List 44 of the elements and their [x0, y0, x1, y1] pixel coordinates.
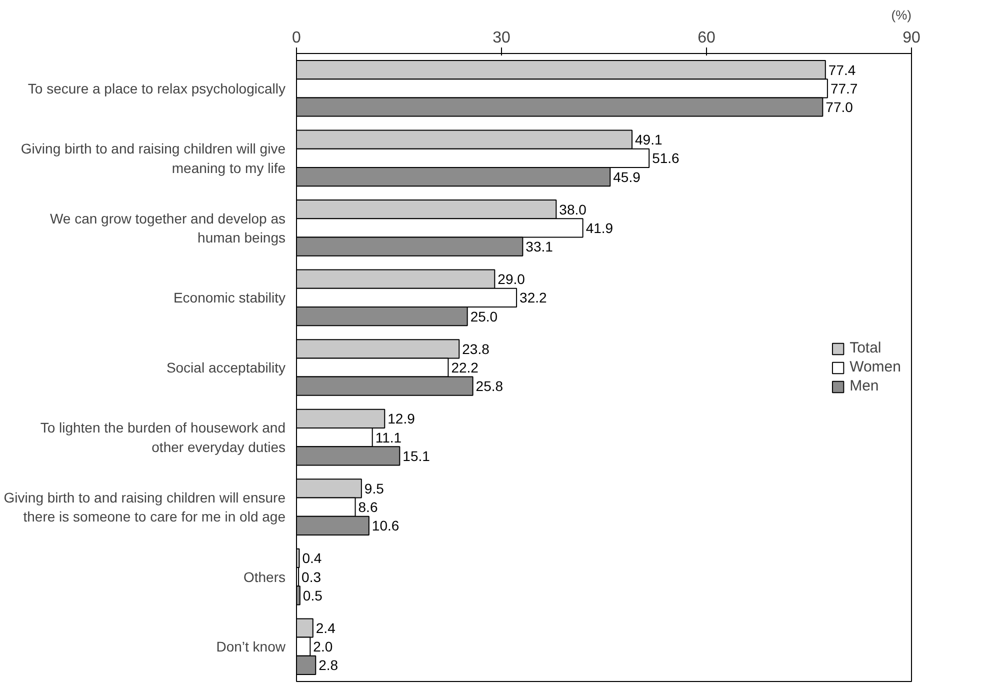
x-axis-title: (%) [891, 8, 912, 22]
x-tick-label: 60 [698, 30, 716, 46]
data-label: 8.6 [358, 499, 378, 516]
y-tick-label: Giving birth to and raising children will give meaning to my life [20, 140, 286, 176]
data-label: 32.2 [520, 290, 547, 306]
data-label: 11.1 [375, 429, 402, 446]
y-tick-label: Don’t know [216, 638, 286, 655]
y-tick-label: Economic stability [173, 290, 286, 306]
y-tick-label: Giving birth to and raising children will ensure there is someone to care for me in old age [4, 489, 286, 525]
y-tick-label: To secure a place to relax psychologically [28, 80, 286, 96]
data-label: 0.5 [302, 587, 323, 604]
y-tick-label: Social acceptability [166, 360, 286, 376]
data-label: 0.3 [302, 568, 322, 585]
x-tick-label: 90 [902, 30, 920, 46]
data-label: 9.5 [364, 480, 384, 496]
data-label: 2.4 [316, 620, 336, 636]
data-label: 15.1 [402, 448, 430, 464]
x-tick-label: 0 [292, 30, 302, 46]
y-tick-label: Others [243, 568, 286, 585]
data-label: 25.8 [476, 378, 504, 394]
x-tick-label: 30 [492, 30, 510, 46]
data-label: 77.7 [830, 80, 858, 96]
y-tick-label: We can grow together and develop as human beings [50, 210, 286, 246]
data-label: 29.0 [498, 271, 526, 288]
data-label: 49.1 [635, 132, 662, 148]
legend-label: Women [850, 358, 901, 376]
data-label: 2.0 [313, 638, 333, 655]
data-label: 12.9 [388, 410, 416, 427]
data-label: 38.0 [559, 201, 587, 218]
data-label: 51.6 [652, 150, 680, 166]
data-label: 0.4 [302, 550, 322, 566]
legend-label: Men [850, 378, 879, 394]
y-tick-label: To lighten the burden of housework and other everyday duties [40, 420, 286, 455]
data-label: 33.1 [526, 238, 554, 255]
data-label: 23.8 [462, 340, 490, 357]
data-label: 45.9 [613, 168, 641, 185]
legend-label: Total [850, 340, 882, 356]
data-label: 2.8 [318, 657, 338, 674]
data-label: 25.0 [470, 308, 498, 324]
data-label: 77.0 [826, 98, 854, 115]
data-label: 22.2 [451, 360, 479, 376]
data-label: 41.9 [586, 220, 614, 236]
data-label: 10.6 [372, 518, 400, 534]
data-label: 77.4 [828, 62, 856, 78]
